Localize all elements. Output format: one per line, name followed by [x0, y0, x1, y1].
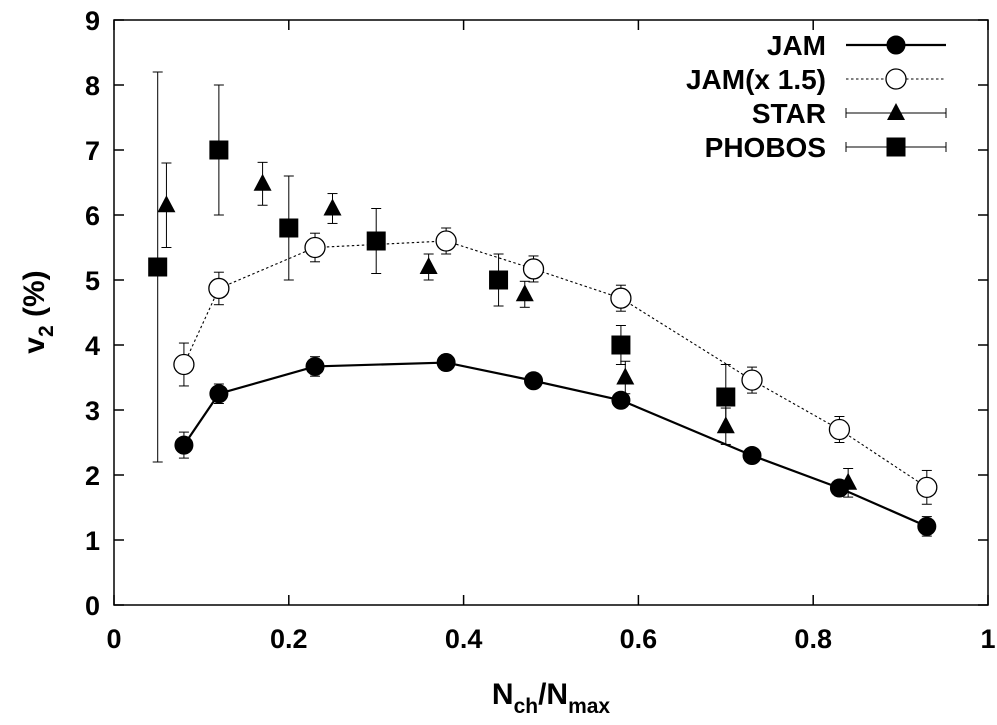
data-point-phobos: [209, 140, 229, 160]
data-point-jam-x-1-5: [741, 369, 763, 391]
legend-label-jam-x-1-5: JAM(x 1.5): [686, 64, 826, 95]
data-point-phobos: [279, 218, 299, 238]
data-point-phobos: [148, 257, 168, 277]
legend-item-phobos: PHOBOS: [705, 132, 947, 163]
data-point-jam-x-1-5: [304, 236, 326, 259]
legend-marker-jam: [886, 35, 906, 55]
series-jam-x-1-5: [173, 227, 938, 505]
data-point-jam: [524, 371, 544, 391]
data-point-jam-x-1-5: [208, 277, 230, 300]
data-point-phobos: [611, 335, 631, 355]
x-axis-label: Nch/Nmax: [492, 678, 611, 718]
series-layer: [148, 71, 938, 537]
x-tick-label: 0.8: [794, 624, 832, 654]
data-point-jam-x-1-5: [435, 230, 457, 252]
y-tick-label: 1: [85, 526, 100, 556]
data-point-star: [419, 257, 438, 274]
data-point-jam-x-1-5: [610, 287, 632, 309]
data-point-star: [839, 472, 858, 490]
y-tick-label: 6: [85, 201, 100, 231]
data-point-jam-x-1-5: [173, 353, 195, 376]
y-tick-label: 8: [85, 71, 100, 101]
y-axis-label: v2 (%): [18, 270, 58, 353]
legend-marker-star: [887, 103, 905, 120]
legend-item-jam-x-1-5: JAM(x 1.5): [686, 64, 946, 95]
data-point-jam-x-1-5: [828, 418, 851, 441]
x-tick-label: 0.4: [445, 624, 483, 654]
data-point-jam: [742, 446, 762, 465]
series-line-jam-x-1-5: [183, 240, 928, 488]
x-tick-label: 0: [106, 624, 121, 654]
data-point-phobos: [716, 387, 736, 407]
data-point-jam: [305, 356, 325, 376]
data-point-jam: [611, 390, 631, 410]
series-phobos: [148, 71, 736, 463]
data-point-phobos: [366, 231, 386, 251]
y-tick-label: 5: [85, 266, 100, 296]
data-point-jam: [917, 516, 937, 536]
data-point-star: [323, 198, 342, 216]
legend-label-jam: JAM: [767, 30, 826, 61]
data-point-star: [157, 195, 176, 213]
data-point-jam-x-1-5: [916, 476, 938, 499]
y-tick-label: 9: [85, 6, 100, 36]
y-tick-label: 3: [85, 396, 100, 426]
x-tick-label: 0.6: [620, 624, 658, 654]
legend-item-jam: JAM: [767, 30, 946, 61]
plot-frame: [113, 19, 989, 606]
legend-label-star: STAR: [752, 98, 826, 129]
data-point-star: [253, 173, 272, 191]
x-tick-label: 0.2: [270, 624, 308, 654]
legend-item-star: STAR: [752, 98, 947, 129]
x-tick-label: 1: [980, 624, 995, 654]
y-tick-label: 7: [85, 136, 100, 166]
series-jam: [174, 353, 937, 537]
y-axis-ticks: 0 1 2 3 4 5 6 7 8 9: [85, 6, 988, 621]
data-point-jam: [174, 435, 194, 455]
x-axis-ticks: 0 0.2 0.4 0.6 0.8 1: [106, 20, 996, 654]
data-point-star: [515, 284, 534, 302]
series-line-jam: [183, 361, 928, 528]
y-tick-label: 2: [85, 461, 100, 491]
y-tick-label: 4: [85, 331, 100, 361]
data-point-jam-x-1-5: [522, 258, 545, 280]
data-point-phobos: [489, 270, 509, 290]
legend-label-phobos: PHOBOS: [705, 132, 826, 163]
data-point-jam: [436, 353, 456, 373]
legend-marker-jam-x-1-5: [885, 68, 907, 90]
data-point-jam: [209, 384, 229, 404]
y-tick-label: 0: [85, 591, 100, 621]
series-star: [157, 161, 858, 498]
data-point-star: [616, 367, 635, 385]
legend-marker-phobos: [886, 137, 906, 157]
